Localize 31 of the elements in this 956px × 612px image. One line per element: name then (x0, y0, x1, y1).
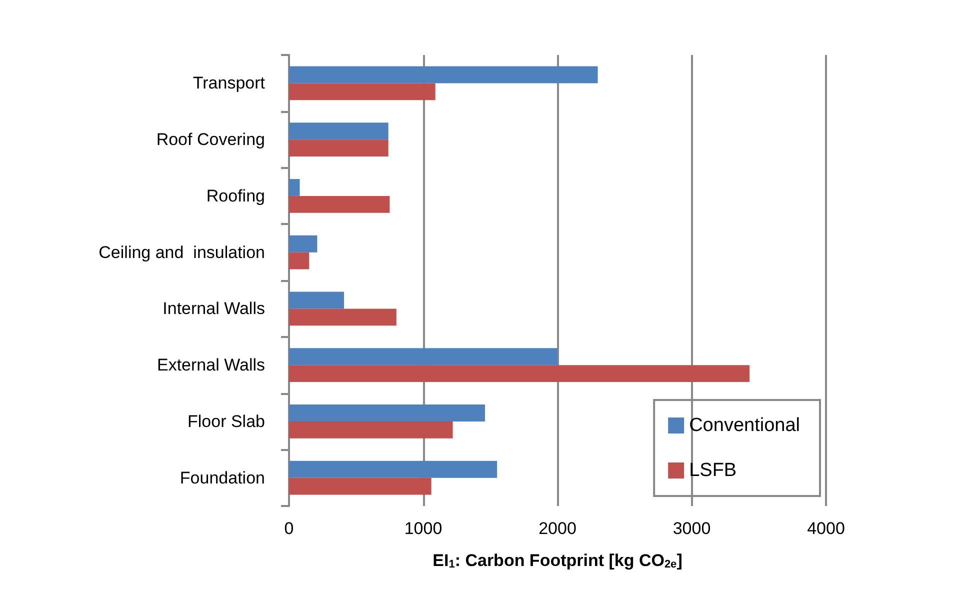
bar (289, 179, 300, 196)
x-tick-label: 4000 (807, 519, 845, 538)
y-tick-label: Floor Slab (188, 412, 265, 431)
y-tick-label: Ceiling and insulation (98, 242, 265, 262)
bar (289, 292, 344, 309)
legend-label: LSFB (689, 460, 737, 481)
bar (289, 252, 310, 270)
bar (289, 83, 436, 100)
bar (289, 365, 750, 382)
y-tick-label: Roof Covering (156, 130, 265, 150)
y-tick-label: Foundation (180, 468, 265, 488)
bar (289, 235, 318, 252)
bar (289, 348, 558, 366)
bar (289, 66, 598, 84)
bar (289, 404, 486, 422)
bar (289, 308, 396, 326)
x-tick-label: 3000 (672, 519, 711, 538)
bar (289, 421, 453, 438)
bar (289, 196, 390, 213)
x-tick-label: 0 (284, 519, 294, 538)
legend-label: Conventional (689, 415, 800, 436)
y-tick-label: Transport (192, 74, 266, 93)
y-tick-label: Roofing (206, 186, 265, 206)
bar (289, 460, 498, 478)
bar (289, 478, 432, 495)
y-tick-label: External Walls (156, 356, 265, 375)
x-tick-label: 2000 (538, 519, 576, 538)
bar (289, 140, 388, 156)
x-tick-label: 1000 (404, 519, 442, 538)
y-tick-label: Internal Walls (162, 299, 265, 318)
bar (289, 122, 388, 140)
